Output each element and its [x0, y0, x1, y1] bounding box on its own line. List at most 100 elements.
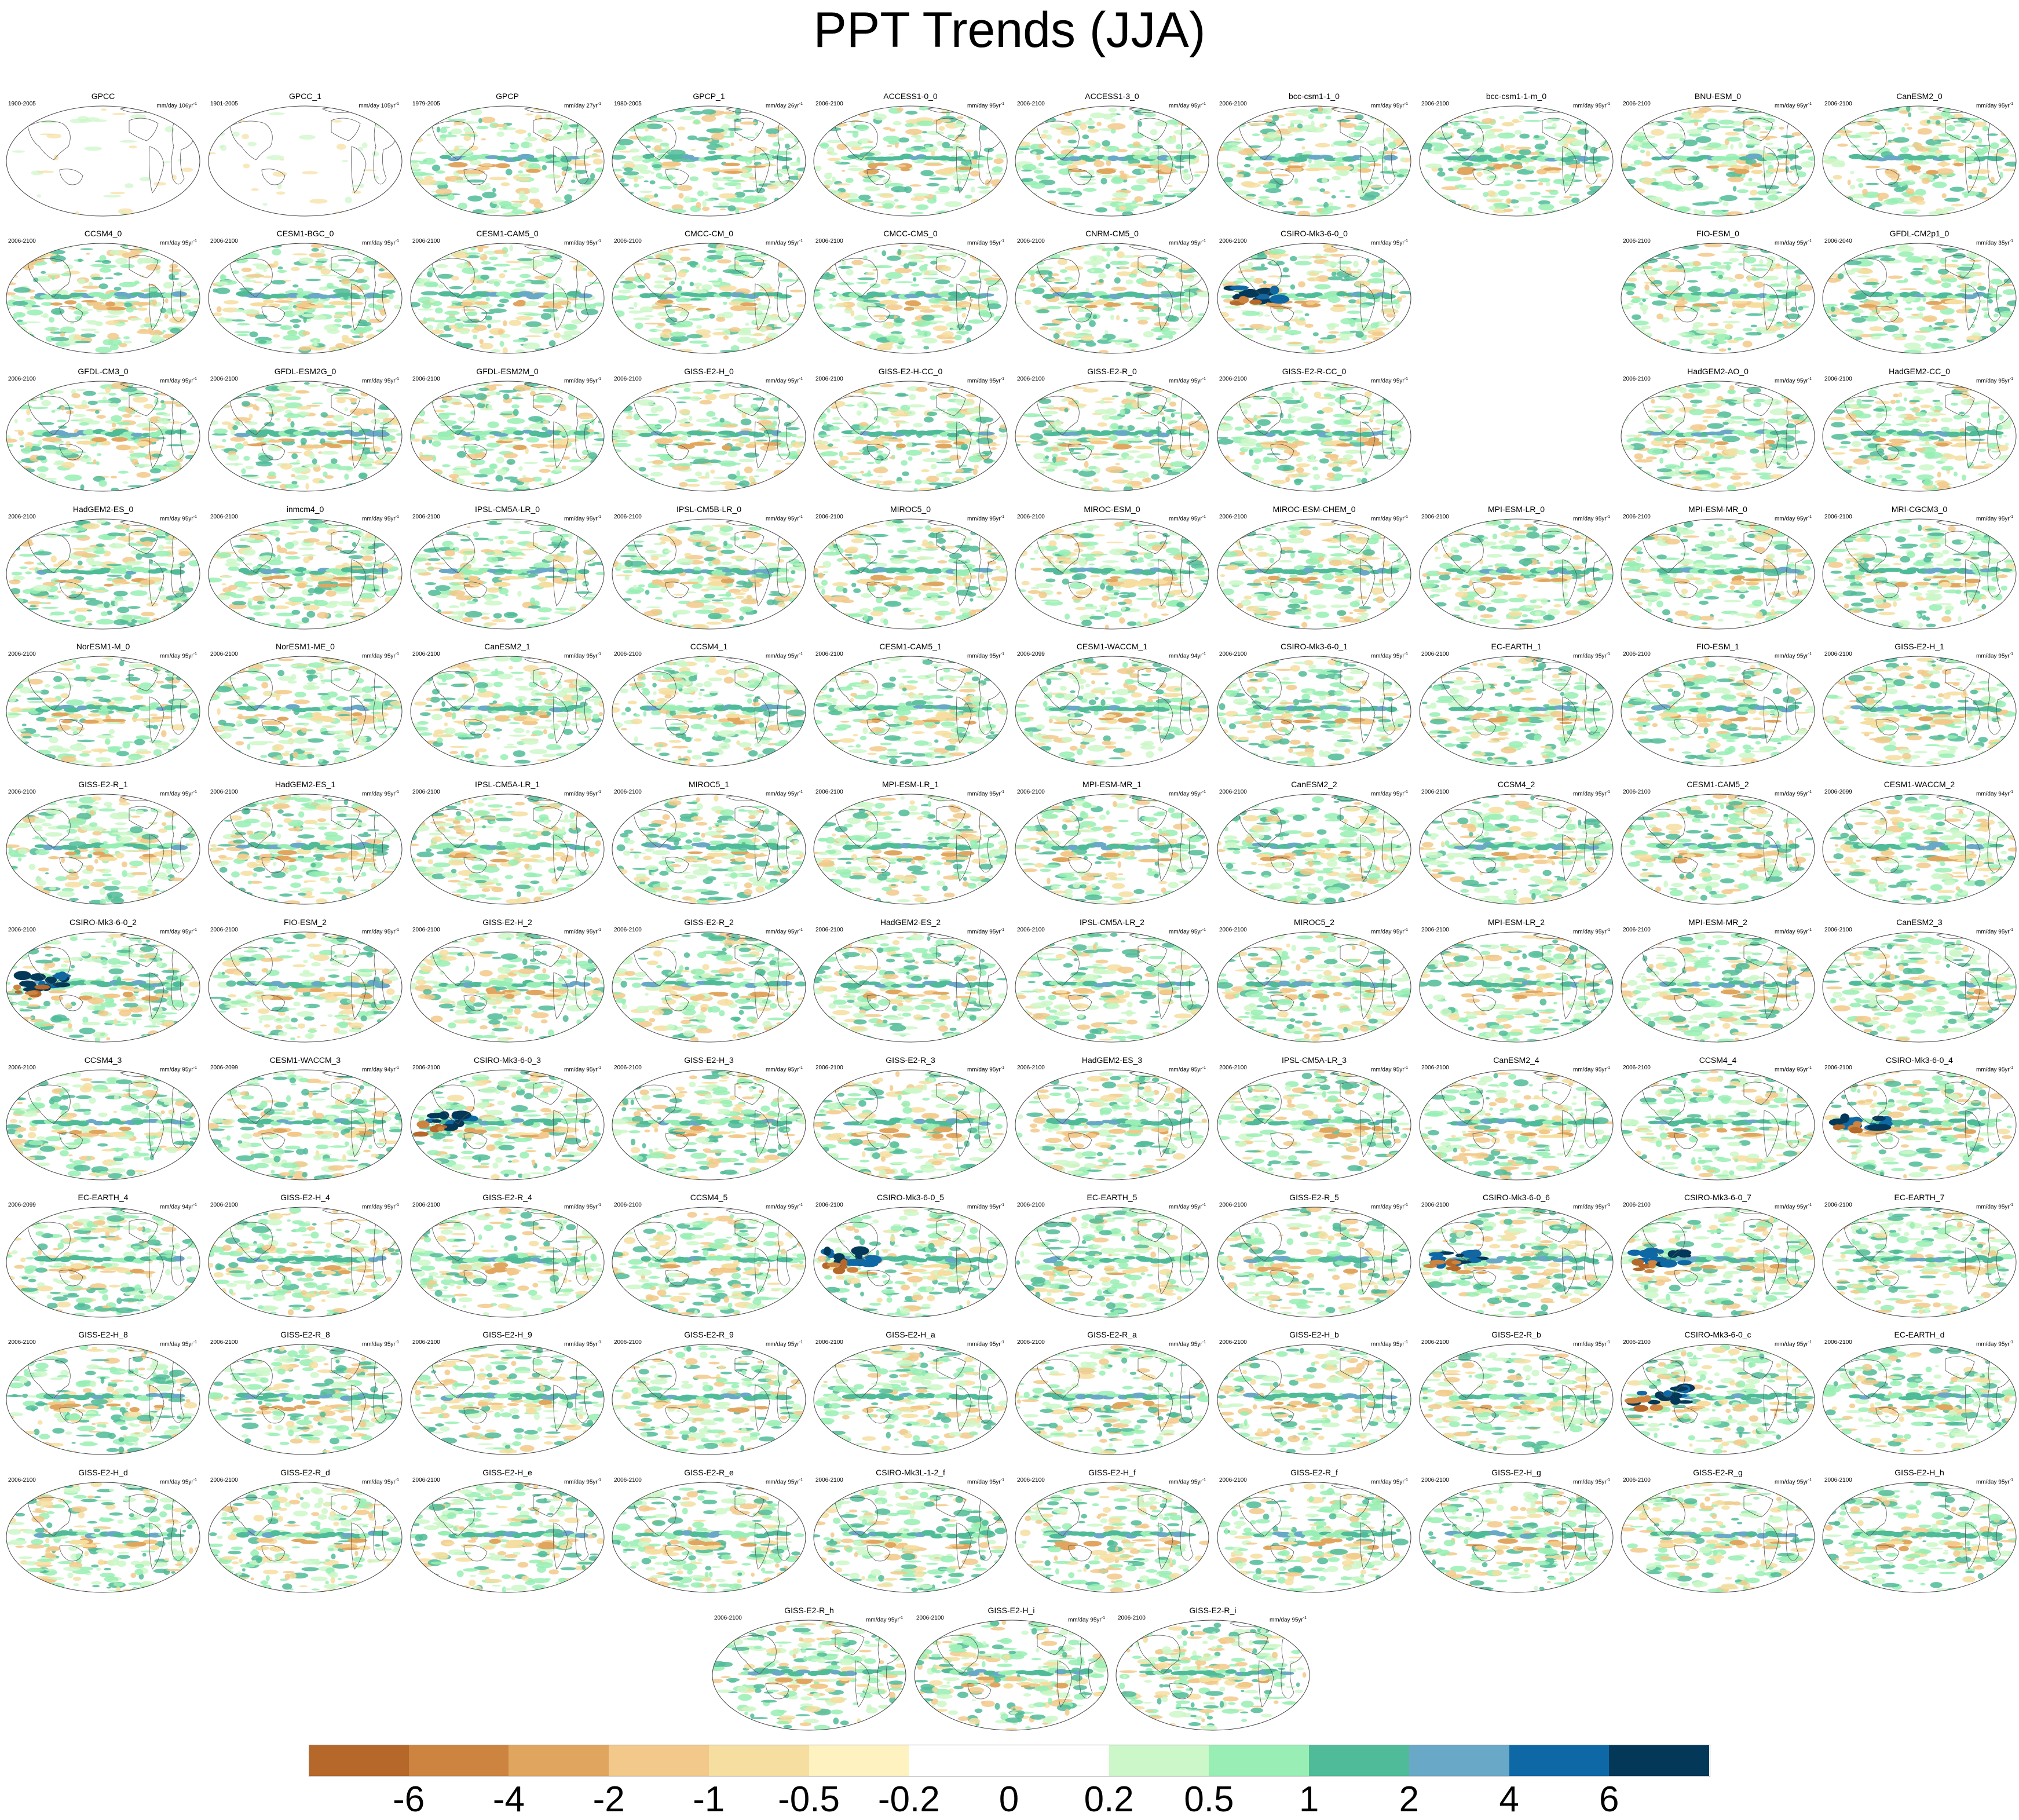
trend-map [612, 931, 806, 1043]
trend-map [410, 656, 605, 767]
panel-title: FIO-ESM_2 [207, 918, 404, 927]
panel-units: mm/day 95yr-1 [362, 789, 399, 798]
map-panel: GISS-E2-H_b 2006-2100 mm/day 95yr-1 [1216, 1330, 1413, 1460]
coastline [431, 243, 602, 331]
trend-map [1621, 243, 1815, 354]
panel-period: 2006-2100 [1017, 789, 1045, 796]
trend-map [1217, 518, 1411, 630]
map-panel: MPI-ESM-LR_0 2006-2100 mm/day 95yr-1 [1418, 505, 1615, 635]
panel-period: 2006-2100 [815, 651, 843, 658]
panel-title: CCSM4_4 [1619, 1055, 1816, 1065]
trend-map [612, 794, 806, 905]
panel-units: mm/day 94yr-1 [1169, 651, 1206, 660]
map-panel: bcc-csm1-1_0 2006-2100 mm/day 95yr-1 [1216, 92, 1413, 222]
map-panel: CSIRO-Mk3-6-0_4 2006-2100 mm/day 95yr-1 [1821, 1055, 2018, 1186]
panel-title: MIROC5_0 [812, 505, 1009, 514]
trend-map [813, 1482, 1008, 1593]
coastline [229, 243, 400, 331]
map-panel: GPCP_1 1980-2005 mm/day 26yr-1 [610, 92, 807, 222]
panel-title: CESM1-WACCM_3 [207, 1055, 404, 1065]
map-panel: GISS-E2-R_2 2006-2100 mm/day 95yr-1 [610, 918, 807, 1048]
map-panel: GISS-E2-R_1 2006-2100 mm/day 95yr-1 [5, 780, 202, 910]
colorbar-tick-label: 0.5 [1174, 1779, 1243, 1820]
panel-units: mm/day 95yr-1 [1169, 238, 1206, 247]
panel-period: 2006-2100 [1017, 376, 1045, 383]
panel-title: EC-EARTH_4 [5, 1193, 202, 1202]
panel-units: mm/day 95yr-1 [1169, 789, 1206, 798]
figure-title: PPT Trends (JJA) [0, 1, 2019, 59]
panel-title: GISS-E2-H_g [1418, 1468, 1615, 1477]
map-panel: GISS-E2-H_1 2006-2100 mm/day 95yr-1 [1821, 642, 2018, 772]
coastline [1440, 1344, 1611, 1432]
panel-period: 2006-2100 [210, 1202, 238, 1209]
colorbar-tick-label: 2 [1374, 1779, 1444, 1820]
map-panel: CSIRO-Mk3-6-0_7 2006-2100 mm/day 95yr-1 [1619, 1193, 1816, 1323]
panel-title: CESM1-CAM5_1 [812, 642, 1009, 651]
trend-map [410, 518, 605, 630]
panel-units: mm/day 95yr-1 [1775, 101, 1812, 109]
panel-title: CESM1-WACCM_1 [1014, 642, 1210, 651]
panel-units: mm/day 95yr-1 [362, 651, 399, 660]
map-panel: CESM1-WACCM_1 2006-2099 mm/day 94yr-1 [1014, 642, 1210, 772]
panel-title: GISS-E2-R_4 [409, 1193, 606, 1202]
panel-title: CSIRO-Mk3-6-0_2 [5, 918, 202, 927]
map-panel: GISS-E2-H_0 2006-2100 mm/day 95yr-1 [610, 367, 807, 497]
panel-units: mm/day 95yr-1 [564, 514, 601, 522]
map-panel: NorESM1-M_0 2006-2100 mm/day 95yr-1 [5, 642, 202, 772]
map-panel: MIROC-ESM-CHEM_0 2006-2100 mm/day 95yr-1 [1216, 505, 1413, 635]
panel-period: 2006-2100 [1017, 101, 1045, 108]
map-panel: ACCESS1-3_0 2006-2100 mm/day 95yr-1 [1014, 92, 1210, 222]
panel-title: CSIRO-Mk3-6-0_6 [1418, 1193, 1615, 1202]
trend-map [813, 794, 1008, 905]
trend-map [1621, 1482, 1815, 1593]
map-panel: CSIRO-Mk3-6-0_3 2006-2100 mm/day 95yr-1 [409, 1055, 606, 1186]
panel-units: mm/day 95yr-1 [1169, 376, 1206, 385]
trend-map [1015, 656, 1209, 767]
panel-units: mm/day 95yr-1 [967, 927, 1004, 935]
colorbar-swatch [1309, 1745, 1410, 1776]
panel-period: 2006-2100 [815, 1202, 843, 1209]
panel-title: GISS-E2-R-CC_0 [1216, 367, 1413, 376]
panel-units: mm/day 95yr-1 [160, 651, 197, 660]
panel-period: 2006-2100 [714, 1615, 742, 1622]
panel-title: CanESM2_4 [1418, 1055, 1615, 1065]
map-panel: MPI-ESM-MR_1 2006-2100 mm/day 95yr-1 [1014, 780, 1210, 910]
trend-map [208, 381, 403, 492]
trend-map [813, 931, 1008, 1043]
panel-period: 2006-2100 [815, 376, 843, 383]
panel-units: mm/day 95yr-1 [1169, 101, 1206, 109]
panel-title: EC-EARTH_d [1821, 1330, 2018, 1339]
panel-period: 2006-2100 [1017, 927, 1045, 934]
colorbar-swatch [509, 1745, 609, 1776]
panel-period: 2006-2100 [1824, 101, 1852, 108]
panel-period: 2006-2100 [815, 1477, 843, 1484]
trend-map [1419, 518, 1614, 630]
panel-units: mm/day 95yr-1 [362, 1202, 399, 1211]
trend-map [712, 1620, 906, 1731]
map-panel: CMCC-CM_0 2006-2100 mm/day 95yr-1 [610, 229, 807, 359]
panel-title: GISS-E2-H_8 [5, 1330, 202, 1339]
map-panel: CSIRO-Mk3-6-0_0 2006-2100 mm/day 95yr-1 [1216, 229, 1413, 359]
panel-title: GFDL-CM2p1_0 [1821, 229, 2018, 238]
panel-units: mm/day 95yr-1 [1068, 1615, 1105, 1624]
panel-title: GISS-E2-H_d [5, 1468, 202, 1477]
trend-map [813, 381, 1008, 492]
trend-map [1822, 656, 2017, 767]
panel-units: mm/day 95yr-1 [1371, 1065, 1408, 1073]
trend-map [1621, 381, 1815, 492]
map-panel: GISS-E2-R_d 2006-2100 mm/day 95yr-1 [207, 1468, 404, 1598]
panel-units: mm/day 95yr-1 [564, 651, 601, 660]
panel-units: mm/day 95yr-1 [564, 376, 601, 385]
panel-units: mm/day 95yr-1 [766, 376, 803, 385]
panel-period: 2006-2040 [1824, 238, 1852, 245]
map-panel: EC-EARTH_1 2006-2100 mm/day 95yr-1 [1418, 642, 1615, 772]
panel-units: mm/day 106yr-1 [156, 101, 197, 109]
panel-period: 2006-2100 [412, 789, 440, 796]
map-panel: CCSM4_2 2006-2100 mm/day 95yr-1 [1418, 780, 1615, 910]
panel-period: 2006-2100 [8, 238, 36, 245]
map-panel: GPCC_1 1901-2005 mm/day 105yr-1 [207, 92, 404, 222]
panel-units: mm/day 95yr-1 [1775, 238, 1812, 247]
map-panel: CSIRO-Mk3-6-0_1 2006-2100 mm/day 95yr-1 [1216, 642, 1413, 772]
trend-map [410, 1069, 605, 1181]
trend-map [208, 1207, 403, 1318]
